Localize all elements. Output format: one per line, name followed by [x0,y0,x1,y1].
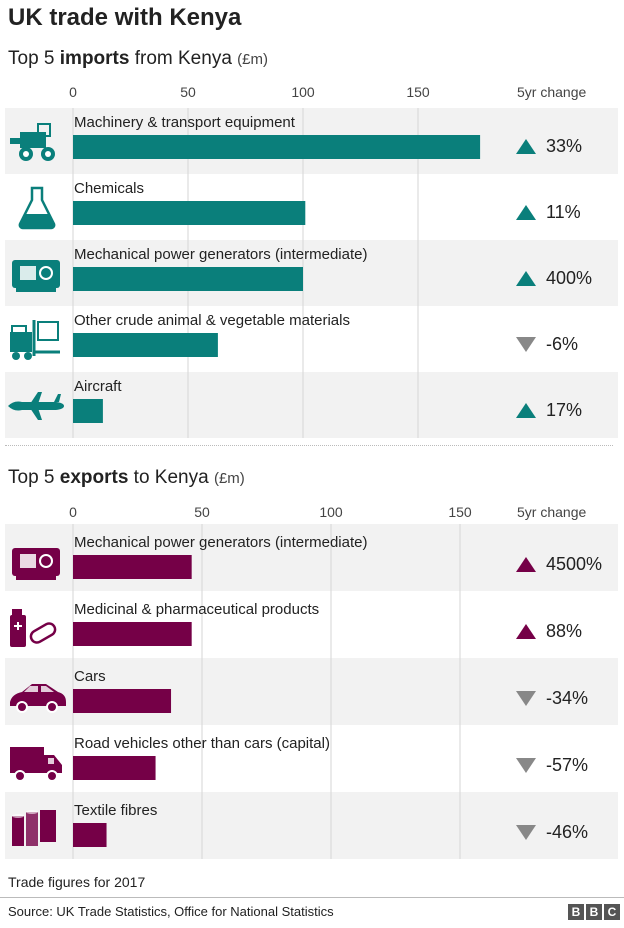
chart-title: UK trade with Kenya [8,4,242,31]
logo-letter: B [568,904,584,920]
x-tick-label: 150 [406,84,430,100]
five-year-change: 88% [516,621,582,642]
bar [73,622,192,646]
triangle-up-icon [516,403,536,418]
imports-heading-prefix: Top 5 [8,48,60,69]
change-value: 11% [546,202,581,222]
footnote: Trade figures for 2017 [8,874,146,890]
x-tick-label: 100 [319,504,343,520]
change-value: -46% [546,822,589,842]
forklift-icon [6,316,68,362]
bar [73,555,192,579]
source-divider [0,897,624,898]
exports-heading-unit: (£m) [213,470,245,487]
category-label: Mechanical power generators (intermediat… [74,246,368,263]
textile-rolls-icon [6,806,68,852]
five-year-change: 4500% [516,554,602,575]
exports-heading: Top 5 exports to Kenya (£m) [8,467,245,489]
change-value: 17% [546,400,583,420]
triangle-up-icon [516,624,536,639]
x-tick-label: 100 [291,84,315,100]
five-year-change: -34% [516,688,588,709]
category-label: Cars [74,668,106,685]
triangle-down-icon [516,758,536,773]
bars-plot [72,108,481,438]
truck-icon [6,739,68,785]
bar [73,135,481,159]
exports-heading-prefix: Top 5 [8,467,60,488]
five-year-change: -57% [516,755,588,776]
logo-letter: C [604,904,620,920]
triangle-down-icon [516,337,536,352]
change-value: 4500% [546,554,603,574]
change-value: -57% [546,755,589,775]
five-year-change: 11% [516,202,581,223]
bar [73,823,107,847]
category-label: Road vehicles other than cars (capital) [74,735,330,752]
triangle-down-icon [516,825,536,840]
five-year-change: 400% [516,268,592,289]
exports-heading-suffix: to Kenya [128,467,214,488]
bar [73,333,218,357]
five-year-change: -46% [516,822,588,843]
imports-heading-bold: imports [59,48,130,69]
x-tick-label: 150 [448,504,472,520]
five-year-change: 33% [516,136,582,157]
change-column-header: 5yr change [517,84,587,100]
triangle-down-icon [516,691,536,706]
change-value: 400% [546,268,593,288]
bar [73,267,303,291]
exports-chart: 0 50 100 150 5yr change Mechanical power gene… [0,500,624,864]
category-label: Medicinal & pharmaceutical products [74,601,320,618]
triangle-up-icon [516,205,536,220]
bars-plot [72,524,461,859]
logo-letter: B [586,904,602,920]
x-tick-label: 0 [69,504,77,520]
row-background [5,792,618,859]
flask-icon [6,184,68,230]
bar [73,201,306,225]
generator-icon [6,250,68,296]
category-label: Textile fibres [74,802,158,819]
category-label: Mechanical power generators (intermediat… [74,534,368,551]
imports-heading-suffix: from Kenya [129,48,238,69]
medicine-icon [6,605,68,651]
car-icon [6,672,68,718]
bbc-logo: B B C [568,904,620,920]
bar [73,399,103,423]
x-tick-label: 50 [180,84,196,100]
category-label: Aircraft [74,378,122,395]
triangle-up-icon [516,557,536,572]
five-year-change: 17% [516,400,582,421]
change-value: -6% [546,334,579,354]
exports-heading-bold: exports [59,467,129,488]
change-value: 88% [546,621,583,641]
source-text: Source: UK Trade Statistics, Office for … [8,904,334,919]
x-tick-label: 0 [69,84,77,100]
triangle-up-icon [516,271,536,286]
tractor-icon [6,118,68,164]
imports-chart: 0 50 100 150 5yr change Machinery & transport… [0,80,624,440]
generator-icon [6,538,68,584]
change-column-header: 5yr change [517,504,587,520]
imports-heading-unit: (£m) [237,51,268,68]
change-value: 33% [546,136,583,156]
x-tick-label: 50 [194,504,210,520]
airplane-icon [6,382,68,428]
category-label: Machinery & transport equipment [74,114,295,131]
change-value: -34% [546,688,589,708]
five-year-change: -6% [516,334,578,355]
category-label: Other crude animal & vegetable materials [74,312,350,329]
category-label: Chemicals [74,180,145,197]
imports-heading: Top 5 imports from Kenya (£m) [8,48,268,70]
section-divider [5,445,613,446]
triangle-up-icon [516,139,536,154]
bar [73,689,172,713]
row-background [5,372,618,438]
bar [73,756,156,780]
